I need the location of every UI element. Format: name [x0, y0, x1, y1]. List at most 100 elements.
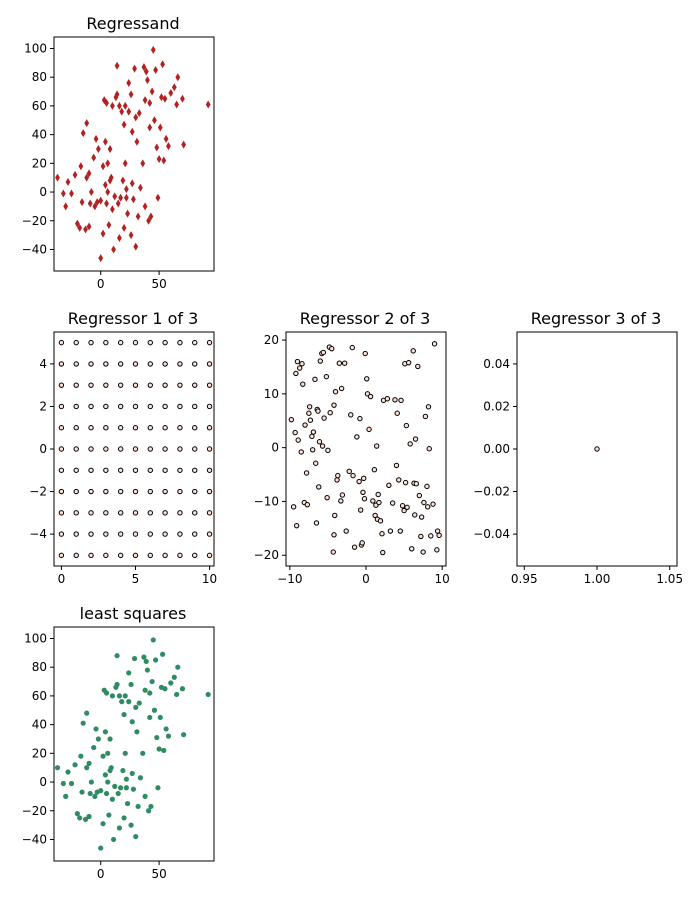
data-point [293, 522, 300, 529]
data-point [86, 222, 92, 231]
data-point [88, 531, 94, 537]
data-point [63, 202, 69, 211]
data-point [159, 93, 164, 102]
data-point [386, 482, 392, 489]
data-point [316, 439, 323, 445]
x-tick-label: 0 [362, 572, 370, 586]
data-point [117, 403, 124, 410]
data-point [126, 670, 132, 676]
data-point [332, 389, 339, 395]
data-point [80, 720, 86, 726]
data-point [155, 785, 161, 791]
data-point [375, 491, 381, 498]
data-point [124, 800, 131, 807]
data-point [402, 479, 409, 486]
data-point [315, 408, 321, 414]
y-tick-label: 0.02 [483, 399, 510, 413]
data-point [147, 403, 153, 410]
data-point [117, 382, 124, 388]
data-point [146, 216, 151, 225]
data-point [91, 153, 97, 162]
data-point [72, 170, 78, 179]
data-point [309, 447, 316, 453]
data-point [134, 137, 140, 146]
data-point [306, 410, 312, 416]
data-point [125, 209, 130, 218]
data-point [115, 199, 121, 208]
data-point [206, 552, 213, 559]
data-point [299, 361, 305, 367]
data-point [115, 790, 121, 797]
data-point [142, 96, 148, 105]
data-point [192, 403, 198, 410]
data-point [161, 156, 167, 165]
data-point [331, 532, 337, 538]
data-point [103, 690, 110, 696]
data-point [84, 119, 90, 128]
data-point [177, 425, 183, 431]
data-point [132, 552, 139, 559]
data-point [124, 185, 129, 194]
data-point [288, 416, 295, 423]
data-point [105, 779, 111, 785]
data-point [132, 446, 139, 452]
data-point [300, 381, 306, 387]
data-point [177, 403, 183, 410]
data-point [418, 533, 424, 540]
data-point [161, 747, 167, 754]
data-point [399, 503, 406, 509]
data-point [147, 123, 153, 132]
data-point [307, 417, 314, 423]
data-point [103, 531, 109, 537]
y-tick-label: −0.04 [473, 527, 510, 541]
x-tick-label: 1.00 [584, 572, 611, 586]
data-point [336, 360, 343, 366]
data-point [132, 361, 139, 367]
data-point [117, 425, 124, 431]
y-tick-label: −4 [29, 527, 47, 541]
data-point [117, 510, 124, 516]
data-point [88, 425, 94, 431]
data-point [100, 229, 106, 238]
data-point [380, 549, 386, 556]
data-point [117, 531, 124, 537]
data-point [141, 63, 147, 72]
data-point [132, 531, 139, 537]
data-point [436, 532, 442, 539]
data-point [122, 750, 128, 756]
data-point [147, 467, 153, 473]
data-point [58, 531, 65, 537]
data-point [431, 341, 438, 347]
data-point [58, 403, 65, 410]
data-point [177, 467, 183, 473]
data-point [303, 470, 310, 476]
data-point [100, 162, 106, 171]
data-point [132, 382, 139, 388]
data-point [132, 425, 139, 431]
data-point [103, 488, 109, 495]
y-tick-label: −20 [22, 214, 47, 228]
data-point [58, 510, 65, 516]
data-point [357, 507, 364, 513]
y-tick-label: 4 [39, 357, 47, 371]
data-point [192, 446, 198, 452]
data-point [166, 142, 171, 151]
data-point [160, 651, 166, 657]
axes-frame-regressor-2 [285, 331, 447, 567]
data-point [351, 544, 358, 550]
data-point [177, 339, 183, 346]
data-point [73, 361, 79, 367]
data-point [147, 510, 153, 516]
data-point [409, 546, 415, 552]
data-point [77, 815, 83, 821]
data-point [206, 531, 213, 537]
data-point [107, 736, 113, 742]
data-point [162, 446, 168, 452]
data-point [63, 793, 69, 799]
y-tick-label: 10 [264, 387, 279, 401]
data-point [77, 223, 83, 232]
data-point [137, 775, 144, 781]
data-point [69, 189, 74, 198]
data-point [98, 788, 104, 794]
data-point [403, 422, 410, 429]
